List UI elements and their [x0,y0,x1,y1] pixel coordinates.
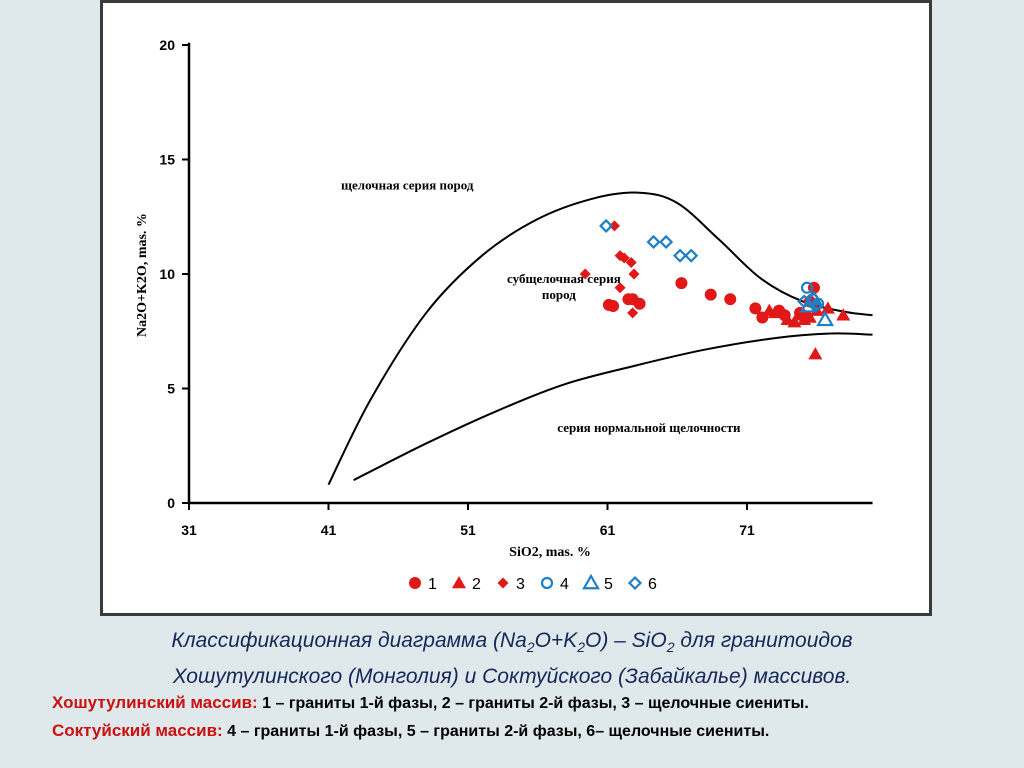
point-series-6 [797,294,812,309]
field-labels: щелочная серия пород субщелочная серияпор… [341,177,741,435]
caption-text: для гранитоидов [674,629,853,652]
point-series-6 [672,248,688,263]
y-axis-label: Na2O+K2O, mas. % [135,213,150,337]
y-tick-label: 10 [159,266,175,282]
point-series-6 [684,248,699,263]
legend-label-4: 4 [560,576,569,593]
legend-marker-3 [497,577,509,589]
point-series-3 [628,268,640,280]
y-tick-label: 0 [167,495,175,511]
point-series-3 [614,282,626,294]
alkaline-boundary-curve [327,191,873,486]
massif-label: Соктуйский массив: [52,721,223,740]
point-series-2 [836,308,851,321]
point-series-1 [724,293,737,306]
field-label: субщелочная серия [507,271,621,286]
legend-label-2: 2 [472,576,481,593]
point-series-1 [633,297,646,310]
legend-marker-5 [582,573,600,590]
point-series-4 [800,281,814,294]
figure-caption: Классификационная диаграмма (Na2O+K2O) –… [0,626,1024,692]
x-tick-label: 41 [321,522,337,538]
caption-subscript: 2 [577,639,585,655]
massif-description: 1 – граниты 1-й фазы, 2 – граниты 2-й фа… [257,695,809,712]
x-tick-label: 61 [600,522,616,538]
point-series-3 [608,220,620,232]
massif-label: Хошутулинский массив: [52,693,258,712]
point-series-6 [808,299,823,314]
legend-marker-6 [627,575,643,591]
legend: 1 2 3 4 5 6 [409,573,657,593]
point-series-1 [704,288,717,301]
caption-line-1: Классификационная диаграмма (Na2O+K2O) –… [0,626,1024,662]
x-axis-label: SiO2, mas. % [509,545,591,560]
boundary-curves [327,191,873,486]
caption-subscript: 2 [666,639,675,655]
point-series-1 [749,302,762,315]
legend-label-3: 3 [516,576,525,593]
massif-description: 4 – граниты 1-й фазы, 5 – граниты 2-й фа… [222,723,770,740]
x-tick-label: 31 [181,522,197,538]
field-label: пород [542,287,576,302]
point-series-1 [607,300,620,313]
caption-line-2: Хошутулинского (Монголия) и Соктуйского … [172,665,852,688]
legend-label-1: 1 [428,576,437,593]
point-series-6 [646,234,661,249]
point-series-3 [579,268,591,280]
point-series-2 [808,347,823,360]
point-series-5 [816,310,835,327]
point-series-5 [805,289,823,306]
chart-frame: 0 5 10 15 20 31 41 51 61 71 щелочная серия пород с… [100,0,932,616]
point-series-2 [767,305,782,319]
point-series-6 [659,234,674,249]
axes: 0 5 10 15 20 31 41 51 61 71 [159,37,873,538]
point-series-2 [802,310,817,323]
caption-text: Классификационная диаграмма (Na [171,629,527,652]
legend-label-5: 5 [604,576,613,593]
point-series-3 [627,307,639,319]
y-tick-label: 15 [159,152,175,168]
x-tick-label: 51 [460,522,476,538]
caption-text: O) – SiO [585,629,667,652]
data-points [579,218,851,360]
point-series-3 [618,252,630,264]
caption-text: O+K [534,629,578,652]
point-series-2 [820,301,835,314]
massif-legend-1: Хошутулинский массив: 1 – граниты 1-й фа… [52,693,809,713]
legend-marker-2 [452,576,466,589]
field-label: серия нормальной щелочности [557,420,741,435]
point-series-6 [599,218,614,233]
legend-label-6: 6 [648,576,657,593]
y-tick-label: 5 [167,381,175,397]
field-label: щелочная серия пород [341,177,474,192]
point-series-3 [625,257,637,269]
caption-subscript: 2 [526,639,535,655]
legend-marker-1 [409,577,421,589]
legend-marker-4 [540,576,554,590]
y-tick-label: 20 [159,37,175,53]
massif-legend-2: Соктуйский массив: 4 – граниты 1-й фазы,… [52,721,769,741]
x-tick-label: 71 [739,522,755,538]
normal-alkalinity-boundary-curve [353,332,873,481]
point-series-1 [675,277,688,290]
